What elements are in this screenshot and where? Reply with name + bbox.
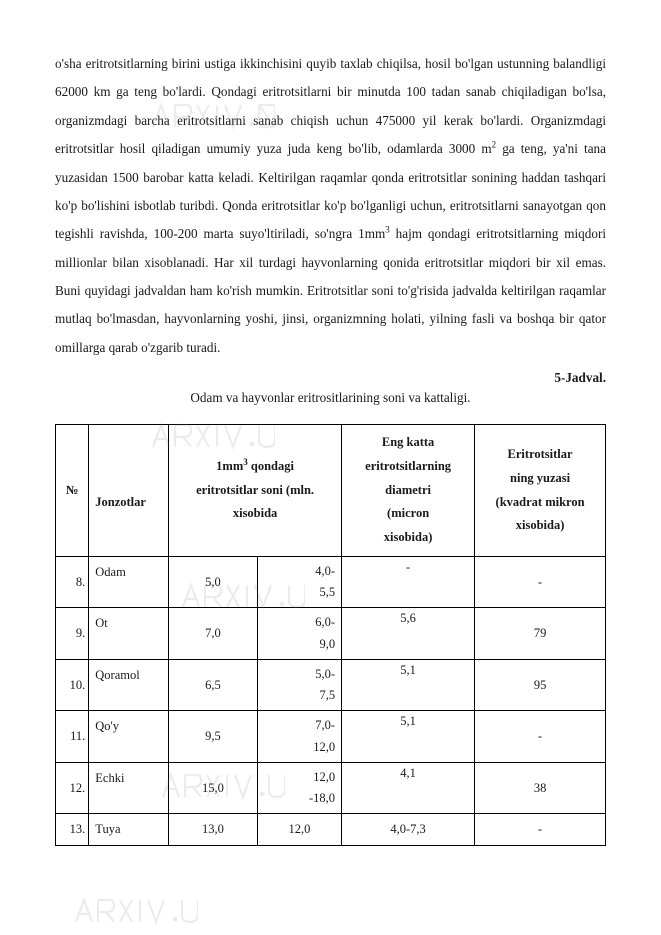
- header-text: diametri: [385, 483, 431, 497]
- cell-diam: 5,1: [342, 711, 475, 763]
- cell-area: 95: [475, 659, 606, 711]
- table-label: 5-Jadval.: [55, 370, 606, 386]
- cell-v2: 12,0 -18,0: [257, 762, 341, 814]
- header-text: ning yuzasi: [510, 471, 570, 485]
- header-text: Eng katta: [382, 435, 434, 449]
- cell-area: 79: [475, 608, 606, 660]
- cell-v1: 5,0: [169, 556, 258, 608]
- data-table: № Jonzotlar 1mm3 qondagi eritrotsitlar s…: [55, 424, 606, 846]
- cell-name: Odam: [89, 556, 169, 608]
- col-num-header: №: [56, 425, 89, 557]
- cell-v2: 5,0- 7,5: [257, 659, 341, 711]
- table-row: 8. Odam 5,0 4,0- 5,5 - -: [56, 556, 606, 608]
- cell-area: -: [475, 814, 606, 846]
- cell-v2: 7,0- 12,0: [257, 711, 341, 763]
- cell-area: -: [475, 711, 606, 763]
- cell-name: Qo'y: [89, 711, 169, 763]
- cell-text: 12,0: [313, 740, 335, 754]
- table-row: 12. Echki 15,0 12,0 -18,0 4,1 38: [56, 762, 606, 814]
- cell-v1: 15,0: [169, 762, 258, 814]
- cell-text: 9,0: [319, 637, 335, 651]
- col-name-header: Jonzotlar: [89, 425, 169, 557]
- table-row: 13. Tuya 13,0 12,0 4,0-7,3 -: [56, 814, 606, 846]
- col-qty-header: 1mm3 qondagi eritrotsitlar soni (mln. xi…: [169, 425, 342, 557]
- header-text: xisobida): [516, 518, 565, 532]
- cell-v2: 6,0- 9,0: [257, 608, 341, 660]
- table-header-row: № Jonzotlar 1mm3 qondagi eritrotsitlar s…: [56, 425, 606, 557]
- cell-name: Echki: [89, 762, 169, 814]
- header-text: xisobida: [233, 506, 277, 520]
- cell-text: 4,0-: [315, 564, 335, 578]
- header-text: Eritrotsitlar: [508, 447, 573, 461]
- table-body: 8. Odam 5,0 4,0- 5,5 - - 9. Ot 7,0 6,0- 9,…: [56, 556, 606, 845]
- col-area-header: Eritrotsitlar ning yuzasi (kvadrat mikro…: [475, 425, 606, 557]
- cell-diam: -: [342, 556, 475, 608]
- header-text: (micron: [387, 506, 429, 520]
- prose-text: hajm qondagi eritrotsitlarning miqdori m…: [55, 226, 606, 355]
- cell-v1: 7,0: [169, 608, 258, 660]
- cell-v1: 9,5: [169, 711, 258, 763]
- cell-v2: 12,0: [257, 814, 341, 846]
- cell-num: 12.: [56, 762, 89, 814]
- cell-v1: 13,0: [169, 814, 258, 846]
- cell-text: 6,0-: [315, 615, 335, 629]
- cell-v1: 6,5: [169, 659, 258, 711]
- cell-text: 7,5: [319, 688, 335, 702]
- header-text: 1mm: [216, 459, 243, 473]
- cell-text: 7,0-: [315, 718, 335, 732]
- table-row: 11. Qo'y 9,5 7,0- 12,0 5,1 -: [56, 711, 606, 763]
- cell-num: 13.: [56, 814, 89, 846]
- cell-name: Qoramol: [89, 659, 169, 711]
- cell-text: -18,0: [309, 791, 335, 805]
- cell-diam: 4,0-7,3: [342, 814, 475, 846]
- cell-diam: 5,6: [342, 608, 475, 660]
- header-text: eritrotsitlar soni (mln.: [196, 483, 314, 497]
- cell-v2: 4,0- 5,5: [257, 556, 341, 608]
- table-caption: Odam va hayvonlar eritrositlarining soni…: [55, 390, 606, 406]
- cell-text: 12,0: [313, 770, 335, 784]
- header-text: eritrotsitlarning: [365, 459, 451, 473]
- cell-num: 11.: [56, 711, 89, 763]
- watermark: [68, 890, 198, 930]
- header-text: qondagi: [248, 459, 294, 473]
- header-text: xisobida): [384, 530, 433, 544]
- cell-text: 5,0-: [315, 667, 335, 681]
- cell-name: Tuya: [89, 814, 169, 846]
- cell-text: 5,5: [319, 585, 335, 599]
- cell-diam: 5,1: [342, 659, 475, 711]
- cell-area: -: [475, 556, 606, 608]
- cell-area: 38: [475, 762, 606, 814]
- cell-name: Ot: [89, 608, 169, 660]
- cell-diam: 4,1: [342, 762, 475, 814]
- cell-num: 10.: [56, 659, 89, 711]
- body-paragraph: o'sha eritrotsitlarning birini ustiga ik…: [55, 50, 606, 362]
- cell-num: 9.: [56, 608, 89, 660]
- cell-num: 8.: [56, 556, 89, 608]
- table-row: 10. Qoramol 6,5 5,0- 7,5 5,1 95: [56, 659, 606, 711]
- header-text: (kvadrat mikron: [496, 495, 585, 509]
- table-row: 9. Ot 7,0 6,0- 9,0 5,6 79: [56, 608, 606, 660]
- col-diam-header: Eng katta eritrotsitlarning diametri (mi…: [342, 425, 475, 557]
